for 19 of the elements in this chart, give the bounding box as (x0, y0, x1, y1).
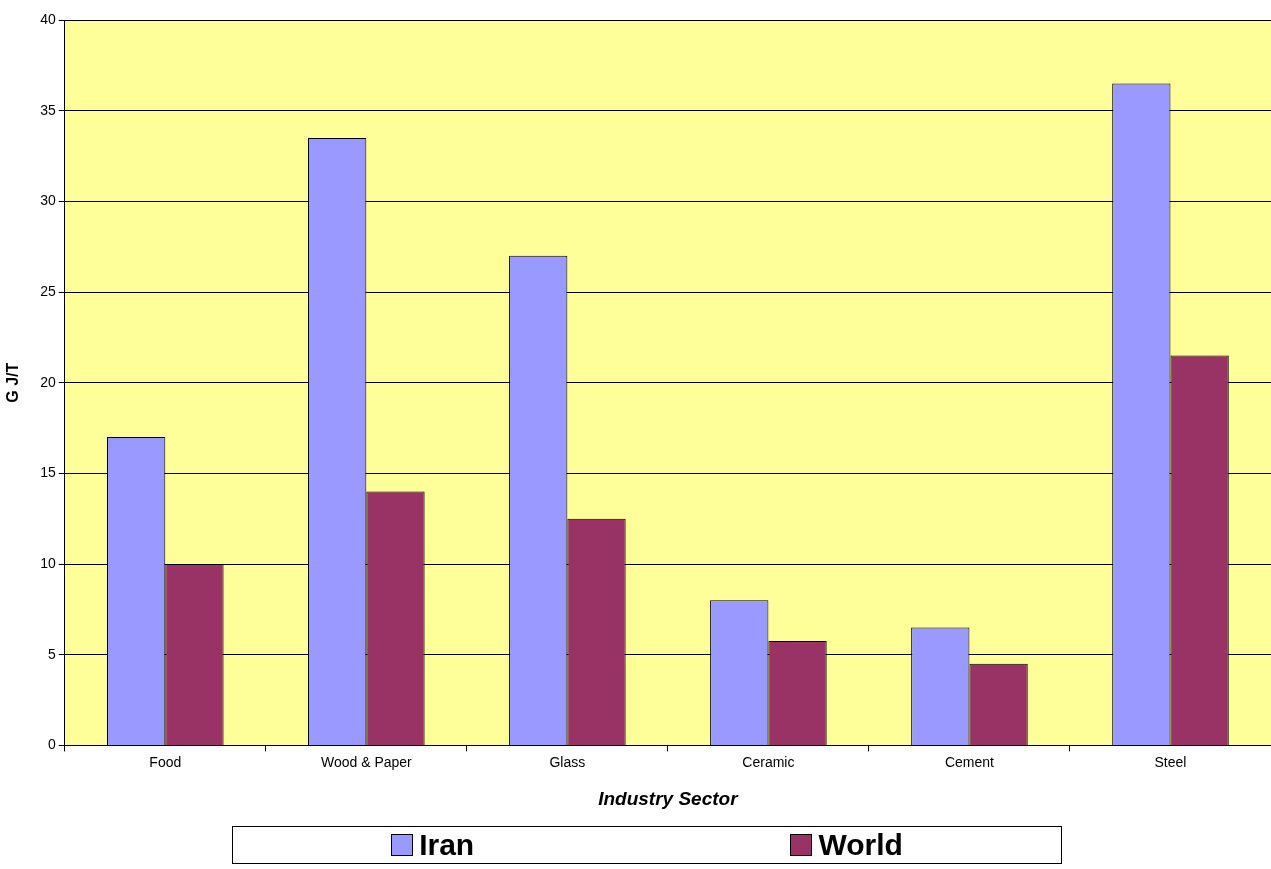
y-tick-label: 35 (40, 101, 56, 118)
legend-label: Iran (419, 828, 475, 862)
x-axis-title: Industry Sector (598, 787, 740, 809)
y-tick-label: 10 (40, 554, 56, 571)
x-tick-label: Steel (1154, 753, 1187, 770)
x-tick-label: Ceramic (742, 753, 795, 770)
x-tick-label: Glass (549, 753, 586, 770)
y-tick-label: 20 (40, 373, 56, 390)
x-tick-label: Food (149, 753, 182, 770)
y-tick-label: 0 (47, 736, 56, 753)
y-tick-label: 40 (40, 10, 56, 27)
y-tick-label: 25 (40, 282, 56, 299)
y-tick-label: 15 (40, 464, 56, 481)
y-axis-title: G J/T (4, 362, 22, 403)
x-tick-label: Cement (944, 753, 995, 770)
y-tick-label: 30 (40, 192, 56, 209)
x-tick-label: Wood & Paper (320, 753, 413, 770)
legend-label: World (818, 828, 903, 862)
y-tick-label: 5 (47, 645, 56, 662)
